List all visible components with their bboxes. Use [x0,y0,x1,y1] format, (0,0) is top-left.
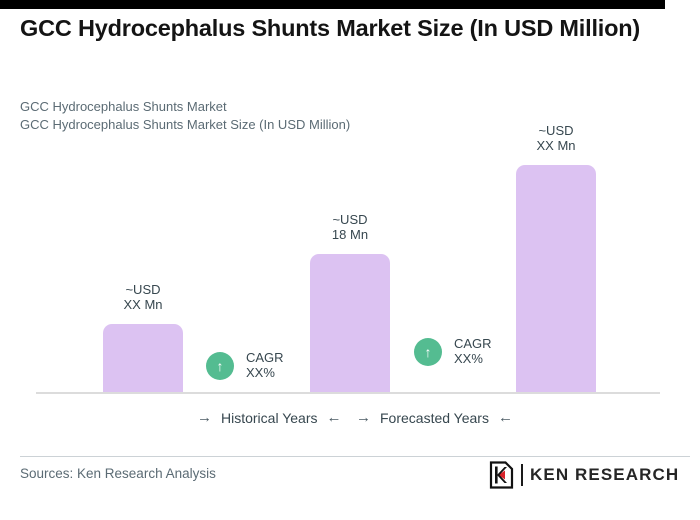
bar-column-base: ~USD 18 Mn [310,212,390,393]
up-arrow-glyph: ↑ [424,343,432,360]
bar-value-line-2: XX Mn [123,296,163,312]
growth-up-arrow-icon: ↑ [414,337,442,366]
cagr-line-2: XX% [454,350,483,366]
bar [103,324,183,393]
ken-research-emblem-icon [489,461,514,489]
cagr-badge-historical: ↑ CAGR XX% [206,350,284,380]
legend-forecasted-years: → Forecasted Years ← [356,409,513,426]
footer-divider [20,456,690,457]
x-axis-line [36,392,660,394]
bar-value-line-1: ~USD [125,282,161,297]
subtitle-line-1: GCC Hydrocephalus Shunts Market [20,99,227,114]
cagr-line-1: CAGR [246,350,284,365]
page-title: GCC Hydrocephalus Shunts Market Size (In… [20,15,641,41]
right-arrow-icon: → [197,409,212,426]
chart-subtitle: GCC Hydrocephalus Shunts Market GCC Hydr… [20,98,350,134]
subtitle-line-2: GCC Hydrocephalus Shunts Market Size (In… [20,117,351,132]
top-accent-bar [0,0,665,9]
bar-column-historical: ~USD XX Mn [103,282,183,393]
left-arrow-icon: ← [326,409,342,426]
bar-value-line-1: ~USD [538,123,574,138]
right-arrow-icon: → [356,409,371,426]
bar-value-line-2: 18 Mn [331,226,369,242]
bar [310,254,390,393]
bar-value-label: ~USD XX Mn [536,123,576,153]
ken-research-logo: KEN RESEARCH [488,461,679,489]
cagr-badge-forecast: ↑ CAGR XX% [414,336,492,366]
up-arrow-glyph: ↑ [216,357,224,374]
bar-column-forecast: ~USD XX Mn [516,123,596,393]
sources-text: Sources: Ken Research Analysis [20,466,216,481]
legend-label: Forecasted Years [380,409,489,426]
cagr-label: CAGR XX% [246,350,284,380]
legend-historical-years: → Historical Years ← [197,409,342,426]
growth-up-arrow-icon: ↑ [206,351,234,380]
legend-label: Historical Years [221,409,318,426]
cagr-line-1: CAGR [454,336,492,351]
logo-divider [521,464,523,486]
bar-value-label: ~USD 18 Mn [331,212,369,242]
logo-wordmark: KEN RESEARCH [530,465,680,484]
cagr-label: CAGR XX% [454,336,492,366]
bar-value-line-2: XX Mn [536,137,576,153]
bar [516,165,596,393]
bar-value-line-1: ~USD [332,212,368,227]
left-arrow-icon: ← [497,409,513,426]
bar-value-label: ~USD XX Mn [123,282,163,312]
cagr-line-2: XX% [246,364,275,380]
